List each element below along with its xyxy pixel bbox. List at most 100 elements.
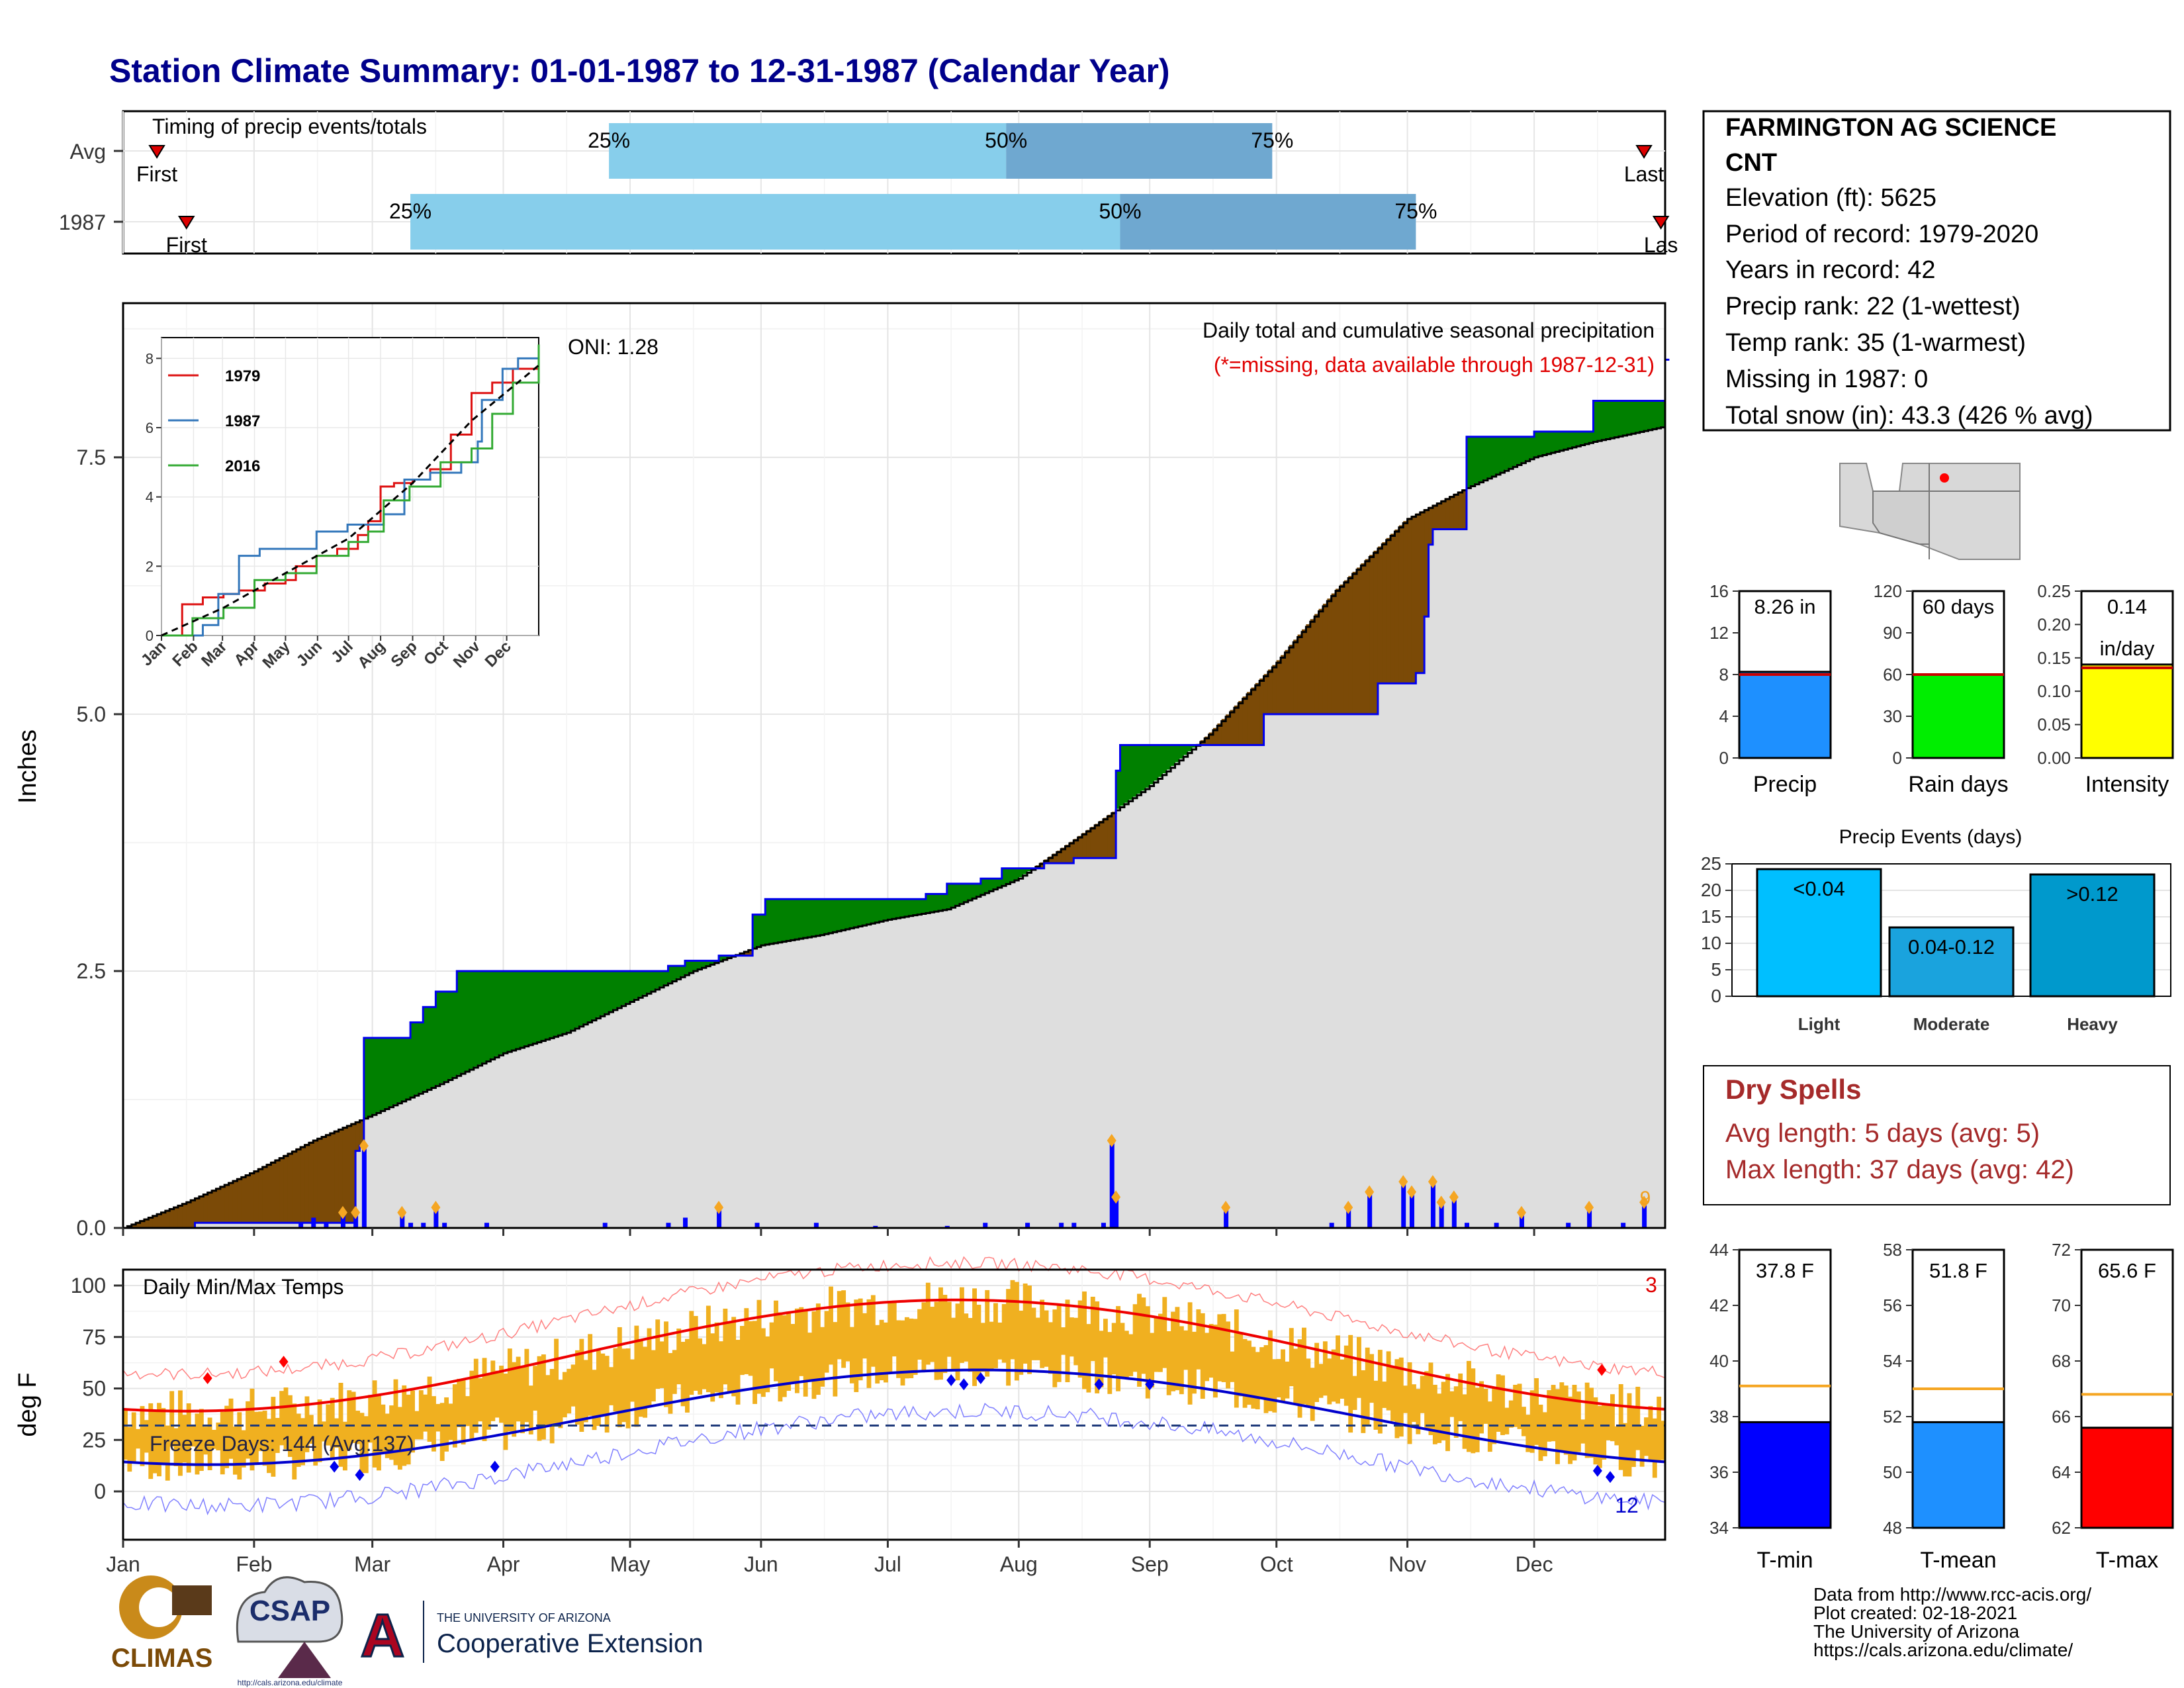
above-avg-fill — [439, 991, 445, 1084]
daily-temp-bar — [165, 1425, 170, 1481]
daily-temp-bar — [308, 1415, 314, 1444]
below-avg-fill — [241, 1176, 246, 1223]
above-avg-fill — [617, 970, 622, 1008]
below-avg-fill — [203, 1194, 208, 1223]
daily-temp-bar — [1525, 1415, 1531, 1452]
above-avg-fill — [469, 970, 475, 1069]
above-avg-fill — [1644, 400, 1649, 431]
daily-temp-bar — [1056, 1303, 1062, 1382]
station-period: Period of record: 1979-2020 — [1725, 220, 2038, 248]
daily-temp-bar — [1322, 1341, 1328, 1396]
temp-bar-value-label: 37.8 F — [1756, 1259, 1814, 1282]
daily-temp-bar — [1158, 1313, 1163, 1372]
daily-temp-bar — [1107, 1332, 1113, 1394]
daily-precip-marker — [1639, 1196, 1649, 1209]
daily-temp-bar — [195, 1413, 200, 1475]
temp-bar-tick-label: 62 — [2052, 1518, 2071, 1538]
daily-temp-bar — [148, 1403, 154, 1479]
temp-bar-tick-label: 52 — [1883, 1407, 1902, 1427]
above-avg-fill — [959, 884, 964, 904]
daily-temp-bar — [1407, 1362, 1412, 1444]
above-avg-fill — [896, 899, 901, 918]
daily-temp-bar — [1302, 1327, 1306, 1405]
below-avg-fill — [1449, 496, 1455, 530]
above-avg-fill — [841, 899, 846, 930]
above-avg-fill — [769, 899, 774, 944]
below-avg-fill — [347, 1125, 352, 1223]
daily-temp-bar — [326, 1404, 331, 1446]
month-label: Sep — [1131, 1552, 1169, 1576]
daily-temp-bar — [486, 1374, 491, 1430]
above-avg-fill — [774, 899, 779, 943]
temp-bar-value-label: 51.8 F — [1929, 1259, 1987, 1282]
above-avg-fill — [638, 970, 643, 997]
month-label: Mar — [354, 1552, 390, 1576]
daily-temp-bar — [1576, 1391, 1581, 1452]
mini-bar-tick-label: 0.10 — [2037, 681, 2071, 701]
daily-temp-bar — [884, 1322, 888, 1383]
daily-temp-bar — [1432, 1384, 1437, 1444]
daily-temp-bar — [976, 1305, 981, 1378]
daily-precip-bar — [1464, 1223, 1469, 1228]
daily-temp-bar — [841, 1290, 846, 1368]
daily-temp-bar — [1614, 1426, 1619, 1446]
timing-rows: 25% 50% 75% First Last Avg 25% 50% 75% First Las 19… — [59, 123, 1678, 257]
temp-y-axis: 100 75 50 25 0 — [71, 1274, 123, 1503]
above-avg-fill — [968, 884, 973, 900]
above-avg-fill — [381, 1037, 386, 1110]
above-avg-fill — [972, 884, 978, 898]
daily-temp-bar — [1551, 1385, 1556, 1442]
record-max-line — [122, 1256, 1666, 1381]
daily-temp-bar — [1534, 1378, 1539, 1445]
daily-temp-bar — [1234, 1309, 1239, 1408]
above-avg-fill — [579, 970, 584, 1026]
daily-temp-bar — [799, 1307, 804, 1376]
daily-temp-bar — [237, 1412, 242, 1479]
below-avg-fill — [1369, 555, 1375, 714]
station-name-line2: CNT — [1725, 149, 1777, 177]
daily-temp-bar — [1437, 1393, 1442, 1443]
timing-bar-25-50 — [410, 194, 1120, 250]
daily-temp-bar — [638, 1338, 643, 1417]
daily-temp-bar — [1648, 1406, 1653, 1462]
above-avg-fill — [600, 970, 606, 1015]
above-avg-fill — [799, 899, 804, 939]
above-avg-fill — [676, 966, 682, 978]
above-avg-fill — [659, 970, 664, 987]
above-avg-fill — [1652, 400, 1657, 429]
daily-temp-bar — [588, 1334, 593, 1416]
above-avg-fill — [1508, 436, 1514, 468]
daily-temp-bar — [811, 1311, 817, 1399]
daily-temp-bar — [1343, 1345, 1349, 1406]
daily-temp-bar — [829, 1286, 833, 1365]
above-avg-fill — [554, 970, 559, 1037]
daily-precip-marker — [1107, 1134, 1116, 1148]
daily-temp-bar — [748, 1321, 753, 1376]
daily-temp-bar — [1513, 1384, 1518, 1427]
below-avg-fill — [287, 1152, 293, 1223]
above-avg-fill — [592, 970, 597, 1019]
daily-temp-bar — [220, 1411, 225, 1475]
mini-bar-label: Intensity — [2085, 772, 2169, 797]
above-avg-fill — [921, 899, 927, 914]
above-avg-fill — [372, 1037, 377, 1114]
above-avg-fill — [782, 899, 787, 942]
below-avg-fill — [1398, 525, 1404, 684]
station-frame — [1702, 110, 2171, 432]
below-avg-fill — [1361, 563, 1366, 714]
location-map — [1839, 461, 2021, 560]
above-avg-fill — [705, 961, 711, 966]
daily-temp-bar — [689, 1311, 694, 1395]
above-avg-fill — [621, 970, 627, 1006]
above-avg-fill — [1555, 432, 1561, 451]
daily-temp-bar — [435, 1403, 441, 1432]
below-avg-fill — [1111, 812, 1116, 859]
above-avg-fill — [490, 970, 496, 1058]
daily-temp-bar — [1627, 1393, 1632, 1477]
above-avg-fill — [887, 899, 893, 919]
daily-precip-bar — [361, 1145, 367, 1228]
above-avg-fill — [1475, 436, 1480, 484]
daily-temp-bar — [191, 1426, 196, 1447]
above-avg-fill — [689, 961, 694, 972]
above-avg-fill — [393, 1037, 398, 1105]
